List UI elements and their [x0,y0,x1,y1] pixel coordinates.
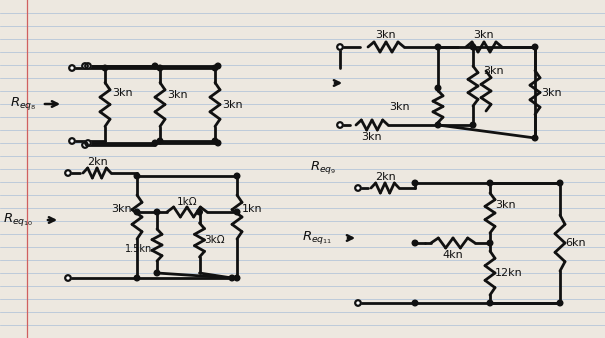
Circle shape [212,65,218,71]
Text: 3kn: 3kn [362,132,382,142]
Circle shape [134,209,140,215]
Circle shape [355,300,361,306]
Circle shape [69,138,75,144]
Text: 12kn: 12kn [495,268,523,278]
Circle shape [470,44,476,50]
Text: 3kn: 3kn [167,90,188,99]
Text: 4kn: 4kn [443,250,463,260]
Circle shape [134,275,140,281]
Circle shape [412,300,418,306]
Circle shape [154,209,160,215]
Circle shape [487,240,493,246]
Circle shape [82,142,88,148]
Text: 3kΩ: 3kΩ [204,235,225,245]
Circle shape [337,44,343,50]
Circle shape [134,173,140,179]
Circle shape [412,180,418,186]
Text: 3kn: 3kn [474,30,494,40]
Text: 3kn: 3kn [112,88,132,97]
Text: 3kn: 3kn [111,204,132,214]
Circle shape [487,180,493,186]
Text: 3kn: 3kn [390,101,410,112]
Circle shape [85,63,91,69]
Text: 1.5kn: 1.5kn [125,244,152,254]
Circle shape [557,300,563,306]
Circle shape [229,275,235,281]
Circle shape [69,65,75,71]
Text: $R_{eq_{11}}$: $R_{eq_{11}}$ [302,230,333,246]
Text: 3kn: 3kn [495,200,515,210]
Circle shape [532,44,538,50]
Text: $R_{eq_8}$: $R_{eq_8}$ [10,96,36,113]
Text: 6kn: 6kn [565,238,586,248]
Text: 3kn: 3kn [222,99,243,110]
Text: $R_{eq_{10}}$: $R_{eq_{10}}$ [3,212,33,228]
Circle shape [435,85,441,91]
Circle shape [152,140,158,146]
Text: $R_{eq_9}$: $R_{eq_9}$ [310,160,336,176]
Circle shape [557,180,563,186]
Circle shape [152,63,158,69]
Text: 3kn: 3kn [376,30,396,40]
Circle shape [85,140,91,146]
Circle shape [487,300,493,306]
Circle shape [65,170,71,176]
Circle shape [215,140,221,146]
Circle shape [215,63,221,69]
Text: 2kn: 2kn [374,172,396,182]
Circle shape [234,173,240,179]
Circle shape [157,138,163,144]
Circle shape [337,122,343,128]
Circle shape [65,275,71,281]
Circle shape [532,135,538,141]
Text: 1kΩ: 1kΩ [177,197,197,207]
Text: 2kn: 2kn [87,157,107,167]
Circle shape [157,65,163,71]
Text: 1kn: 1kn [242,204,263,214]
Text: 3kn: 3kn [483,66,503,76]
Circle shape [470,122,476,128]
Circle shape [355,185,361,191]
Circle shape [412,240,418,246]
Circle shape [82,63,88,69]
Circle shape [197,209,202,215]
Circle shape [154,270,160,276]
Circle shape [212,138,218,144]
Circle shape [102,65,108,71]
Circle shape [234,209,240,215]
Circle shape [435,44,441,50]
Circle shape [234,275,240,281]
Circle shape [435,122,441,128]
Text: 3kn: 3kn [541,88,561,97]
